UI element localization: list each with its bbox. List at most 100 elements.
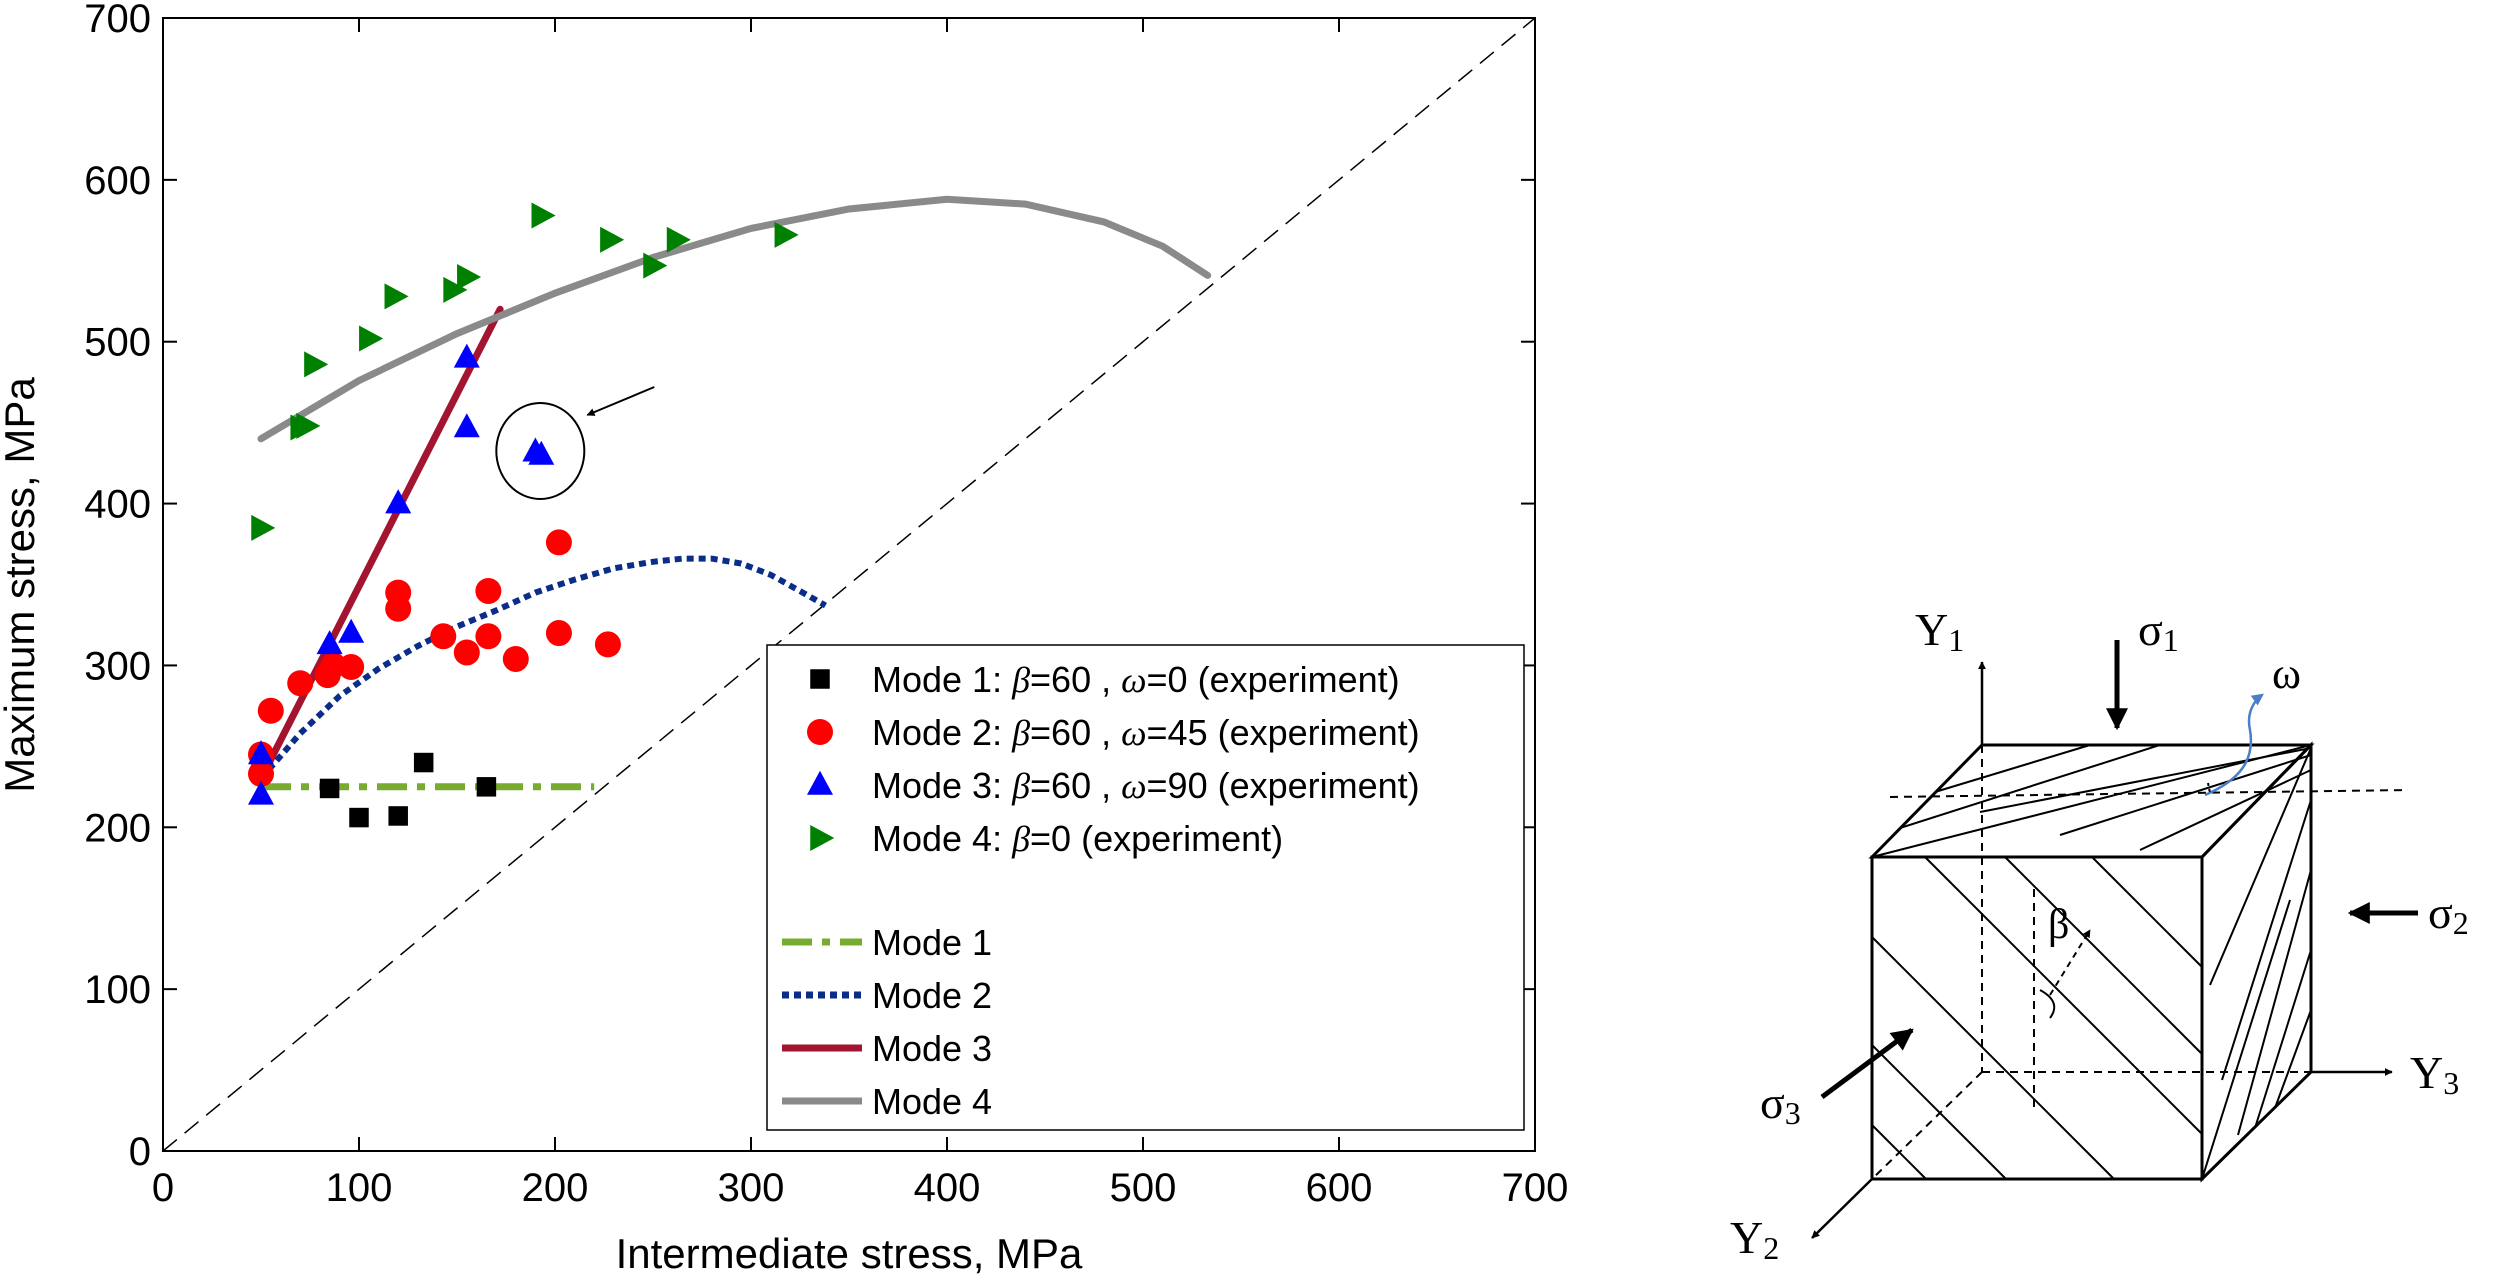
data-point-mode-3 [528, 440, 555, 465]
data-points [248, 202, 799, 828]
data-point-mode-4 [443, 276, 468, 303]
legend: Mode 1: β=60 , ω=0 (experiment) Mode 2: β… [766, 644, 1525, 1131]
legend-marker-mode-4 [810, 825, 835, 851]
data-point-mode-2 [594, 631, 621, 658]
legend-label-mode-3-experiment: Mode 3: β=60 , ω=90 (experiment) [872, 765, 1420, 806]
top-face-hatching [1871, 744, 2312, 858]
right-face-hatching [2201, 744, 2312, 1180]
beta-angle-marks [2039, 929, 2091, 1019]
data-point-mode-1 [388, 806, 408, 826]
data-point-mode-4 [359, 325, 384, 352]
diagram-labels: Y1 σ1 ω σ2 β Y3 σ3 Y2 [1730, 604, 2469, 1266]
legend-label-mode-1-experiment: Mode 1: β=60 , ω=0 (experiment) [872, 659, 1400, 700]
annotation [495, 386, 655, 501]
x-axis-ticks: 0 100 200 300 400 500 600 700 [152, 18, 1569, 1210]
data-point-mode-2 [257, 697, 284, 724]
hidden-edges [1871, 745, 2409, 1180]
x-tick-label: 100 [326, 1166, 393, 1210]
data-point-mode-4 [643, 252, 668, 279]
data-point-mode-4 [304, 351, 329, 378]
annotation-arrow [586, 386, 655, 416]
y-tick-label: 0 [129, 1130, 151, 1174]
legend-label-mode-3-model: Mode 3 [872, 1028, 992, 1069]
sigma1-label: σ1 [2138, 604, 2179, 658]
data-point-mode-1 [349, 807, 369, 828]
y-axis-label: Maximum stress, MPa [0, 377, 43, 793]
x-tick-label: 300 [718, 1166, 785, 1210]
x-tick-label: 500 [1110, 1166, 1177, 1210]
data-point-mode-4 [251, 514, 276, 541]
data-point-mode-2 [475, 623, 502, 650]
omega-arrow [2204, 693, 2264, 797]
data-point-mode-4 [666, 226, 691, 253]
omega-label: ω [2272, 649, 2301, 698]
data-point-mode-2 [338, 654, 365, 681]
legend-label-mode-2-model: Mode 2 [872, 975, 992, 1016]
data-point-mode-2 [287, 670, 314, 697]
legend-marker-mode-2 [807, 719, 833, 745]
data-point-mode-4 [457, 263, 482, 290]
y-axis-ticks: 0 100 200 300 400 500 600 700 [84, 0, 1535, 1174]
beta-label: β [2048, 902, 2069, 948]
series-line-mode-3 [257, 305, 504, 783]
legend-marker-mode-3 [807, 770, 833, 795]
data-point-mode-2 [545, 620, 572, 647]
front-face-hatching [1871, 856, 2203, 1180]
data-point-mode-2 [430, 623, 457, 650]
data-point-mode-2 [502, 645, 529, 672]
x-tick-label: 600 [1306, 1166, 1373, 1210]
data-point-mode-4 [531, 202, 556, 229]
legend-label-mode-1-model: Mode 1 [872, 922, 992, 963]
y-tick-label: 700 [84, 0, 151, 41]
x-tick-label: 700 [1502, 1166, 1569, 1210]
data-point-mode-3 [248, 740, 274, 765]
legend-label-mode-2-experiment: Mode 2: β=60 , ω=45 (experiment) [872, 712, 1420, 753]
x-tick-label: 0 [152, 1166, 174, 1210]
legend-box [766, 644, 1525, 1131]
sigma3-label: σ3 [1760, 1077, 1801, 1131]
data-point-mode-4 [600, 226, 625, 253]
model-curves [257, 195, 1212, 791]
data-point-mode-4 [384, 283, 409, 310]
sigma2-label: σ2 [2428, 887, 2469, 941]
y-tick-label: 100 [84, 968, 151, 1012]
data-point-mode-3 [338, 618, 365, 643]
y-tick-label: 200 [84, 806, 151, 850]
omega-tick [2207, 782, 2211, 794]
coordinate-axes [1811, 661, 2393, 1239]
y-tick-label: 300 [84, 644, 151, 688]
data-point-mode-2 [475, 577, 502, 604]
data-point-mode-1 [476, 777, 497, 797]
y3-label: Y3 [2410, 1047, 2459, 1101]
data-point-mode-3 [248, 780, 274, 805]
stress-cube-diagram [1811, 640, 2418, 1239]
y1-label: Y1 [1915, 604, 1964, 658]
x-tick-label: 200 [522, 1166, 589, 1210]
annotation-circle [495, 402, 586, 501]
series-line-mode-4 [257, 195, 1212, 443]
data-point-mode-2 [248, 760, 274, 787]
data-point-mode-4 [296, 412, 321, 439]
data-point-mode-3 [453, 413, 480, 438]
y2-label: Y2 [1730, 1212, 1779, 1266]
reference-diagonal-line [162, 17, 1536, 1152]
data-point-mode-1 [319, 778, 340, 799]
data-point-mode-2 [545, 529, 572, 556]
series-line-mode-2 [258, 555, 827, 781]
legend-label-mode-4-experiment: Mode 4: β=0 (experiment) [872, 818, 1283, 859]
data-point-mode-3 [385, 489, 412, 514]
y-tick-label: 400 [84, 483, 151, 527]
y-tick-label: 600 [84, 159, 151, 203]
y-tick-label: 500 [84, 321, 151, 365]
x-tick-label: 400 [914, 1166, 981, 1210]
sigma3-arrow [1820, 1027, 1914, 1100]
legend-label-mode-4-model: Mode 4 [872, 1081, 992, 1122]
stress-arrows [1820, 640, 2418, 1100]
chart: 0 100 200 300 400 500 600 700 0 100 200 300 400 500 6… [0, 0, 1568, 1277]
legend-marker-mode-1 [810, 669, 830, 689]
data-point-mode-2 [453, 639, 480, 666]
data-point-mode-3 [453, 343, 480, 368]
data-point-mode-3 [316, 630, 343, 655]
x-axis-label: Intermediate stress, MPa [616, 1230, 1083, 1277]
